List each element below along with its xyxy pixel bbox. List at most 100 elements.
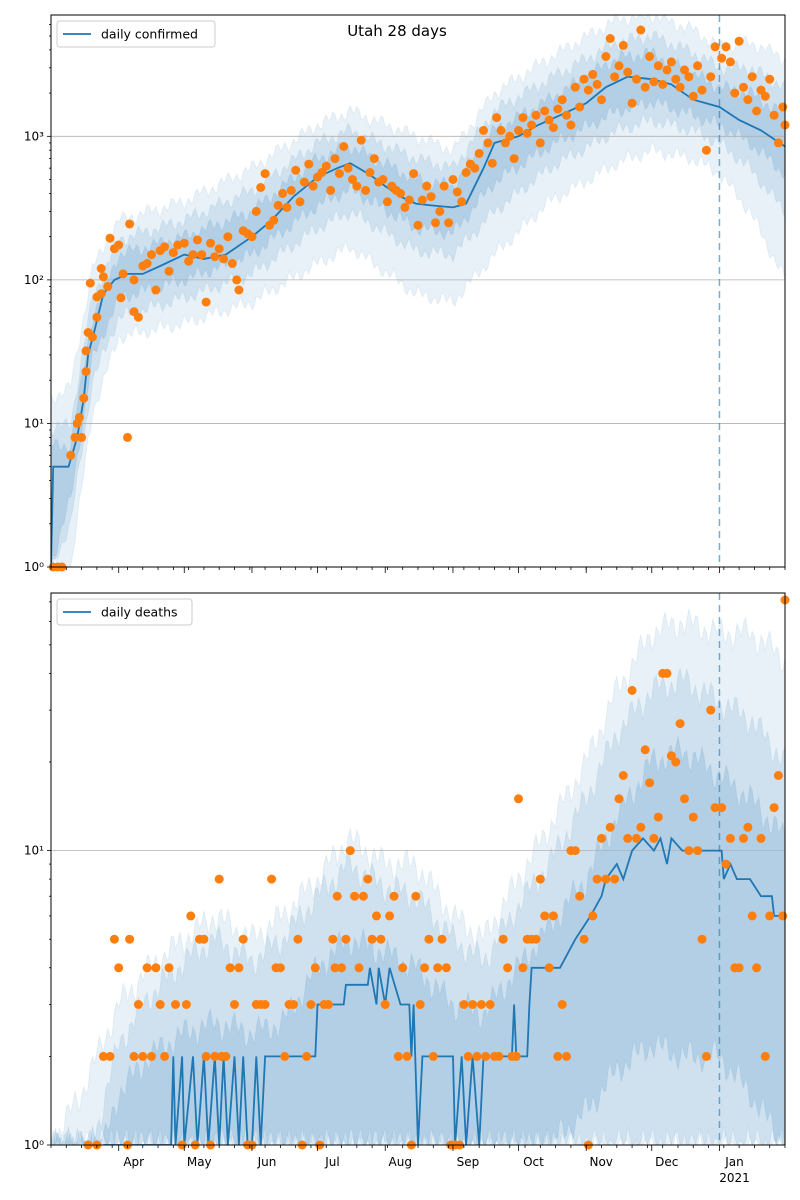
data-point bbox=[671, 757, 681, 767]
data-point bbox=[627, 98, 637, 108]
data-point bbox=[188, 250, 198, 260]
confidence-band-middle bbox=[51, 667, 785, 1145]
data-point bbox=[653, 812, 663, 822]
data-point bbox=[461, 168, 471, 177]
data-point bbox=[219, 254, 229, 264]
x-tick-label: May bbox=[187, 1155, 212, 1169]
data-point bbox=[179, 238, 189, 248]
data-point bbox=[197, 250, 207, 260]
data-point bbox=[354, 963, 364, 973]
confidence-band-inner bbox=[51, 46, 785, 567]
data-point bbox=[570, 846, 580, 856]
data-point bbox=[688, 812, 698, 822]
data-point bbox=[743, 822, 753, 832]
data-point bbox=[597, 833, 606, 843]
data-point bbox=[765, 911, 775, 921]
data-point bbox=[234, 963, 244, 973]
data-point bbox=[129, 1051, 139, 1061]
data-point bbox=[658, 79, 668, 89]
data-point bbox=[439, 181, 449, 191]
data-point bbox=[286, 185, 296, 195]
data-point bbox=[310, 963, 320, 973]
data-point bbox=[116, 293, 126, 303]
data-point bbox=[553, 104, 563, 114]
data-point bbox=[260, 1000, 270, 1009]
data-point bbox=[378, 175, 388, 184]
data-point bbox=[201, 1051, 211, 1061]
data-point bbox=[496, 125, 506, 135]
data-point bbox=[334, 169, 344, 179]
data-point bbox=[535, 874, 545, 884]
data-point bbox=[332, 891, 342, 901]
data-point bbox=[247, 232, 257, 242]
data-point bbox=[701, 1051, 711, 1061]
data-point bbox=[666, 57, 676, 67]
data-point bbox=[260, 169, 270, 179]
data-point bbox=[544, 115, 554, 125]
data-point bbox=[282, 202, 292, 212]
x-tick-label: Apr bbox=[123, 1155, 144, 1169]
data-point bbox=[221, 1051, 231, 1061]
data-point bbox=[299, 177, 309, 187]
data-point bbox=[306, 1000, 316, 1009]
data-point bbox=[142, 259, 152, 268]
deaths-observations bbox=[83, 595, 790, 1150]
data-point bbox=[295, 197, 305, 207]
data-point bbox=[747, 72, 757, 82]
data-point bbox=[717, 803, 727, 813]
data-point bbox=[592, 79, 602, 89]
x-tick-label: Jul bbox=[324, 1155, 339, 1169]
data-point bbox=[752, 106, 762, 116]
data-point bbox=[184, 256, 194, 266]
data-point bbox=[251, 206, 261, 216]
data-point bbox=[350, 891, 360, 901]
data-point bbox=[109, 934, 119, 944]
data-point bbox=[575, 102, 585, 112]
data-point bbox=[413, 220, 423, 230]
data-point bbox=[210, 1051, 220, 1061]
data-point bbox=[280, 1051, 290, 1061]
confidence-band-middle bbox=[51, 30, 785, 566]
y-tick-label: 10² bbox=[24, 273, 44, 287]
data-point bbox=[739, 82, 748, 92]
data-point bbox=[323, 1000, 333, 1009]
x-tick-label: Sep bbox=[457, 1155, 480, 1169]
data-point bbox=[223, 232, 233, 242]
data-point bbox=[372, 911, 381, 921]
data-point bbox=[583, 85, 593, 95]
data-point bbox=[557, 95, 567, 105]
data-point bbox=[730, 88, 740, 98]
data-point bbox=[133, 312, 143, 322]
data-point bbox=[358, 891, 368, 901]
data-point bbox=[752, 963, 762, 973]
data-point bbox=[693, 846, 703, 856]
x-tick-label: Nov bbox=[589, 1155, 612, 1169]
data-point bbox=[343, 163, 353, 173]
data-point bbox=[769, 110, 779, 120]
data-point bbox=[579, 74, 589, 84]
data-point bbox=[743, 95, 753, 105]
data-point bbox=[531, 934, 541, 944]
data-point bbox=[171, 1000, 180, 1009]
data-point bbox=[623, 833, 633, 843]
data-point bbox=[636, 25, 646, 35]
data-point bbox=[557, 1000, 567, 1009]
data-point bbox=[79, 393, 89, 403]
data-point bbox=[575, 891, 585, 901]
data-point bbox=[680, 794, 689, 804]
data-point bbox=[614, 794, 624, 804]
data-point bbox=[618, 40, 628, 50]
data-point bbox=[420, 963, 430, 973]
data-point bbox=[662, 668, 672, 678]
data-point bbox=[302, 1051, 312, 1061]
data-point bbox=[675, 82, 685, 92]
data-point bbox=[717, 53, 727, 63]
data-point bbox=[92, 312, 102, 322]
data-point bbox=[721, 859, 731, 869]
data-point bbox=[457, 197, 467, 207]
deaths-legend: daily deaths bbox=[56, 598, 193, 626]
data-point bbox=[601, 52, 611, 61]
deaths-series bbox=[103, 835, 785, 1145]
data-point bbox=[133, 1000, 143, 1009]
